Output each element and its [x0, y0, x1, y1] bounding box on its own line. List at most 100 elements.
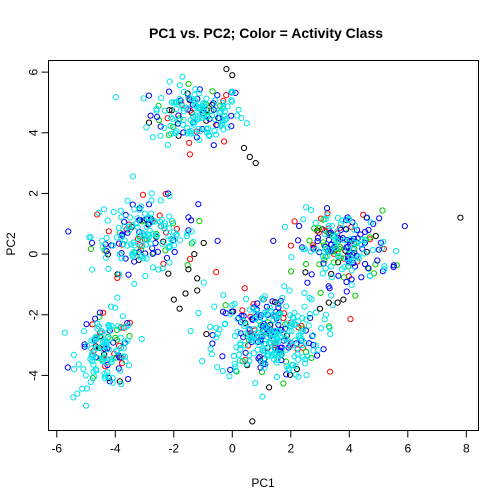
data-point-class-cyan	[261, 365, 268, 372]
data-point-class-blue	[309, 333, 316, 340]
data-point-class-cyan	[312, 219, 319, 226]
data-point-class-blue	[83, 321, 90, 328]
data-point-class-green	[184, 262, 191, 269]
data-point-class-cyan	[260, 311, 267, 318]
data-point-class-cyan	[115, 224, 122, 231]
data-point-class-blue	[320, 260, 327, 267]
data-point-class-cyan	[158, 95, 165, 102]
data-point-class-blue	[362, 228, 369, 235]
data-point-class-red	[186, 151, 193, 158]
data-point-class-cyan	[328, 274, 335, 281]
data-point-class-cyan	[288, 254, 295, 261]
data-point-class-blue	[92, 315, 99, 322]
data-point-class-blue	[214, 237, 221, 244]
points-layer	[61, 66, 464, 425]
data-point-class-blue	[237, 330, 244, 337]
x-tick-label: -4	[110, 442, 121, 456]
data-point-class-cyan	[190, 238, 197, 245]
data-point-class-cyan	[135, 233, 142, 240]
data-point-class-black	[240, 144, 248, 152]
data-point-class-blue	[308, 271, 315, 278]
data-point-class-cyan	[87, 355, 94, 363]
data-point-class-cyan	[255, 333, 262, 340]
data-point-class-blue	[376, 215, 383, 222]
data-point-class-cyan	[117, 344, 125, 351]
data-point-class-cyan	[105, 329, 112, 336]
data-point-class-cyan	[361, 250, 368, 257]
data-point-class-cyan	[231, 332, 239, 340]
data-point-class-blue	[269, 298, 276, 305]
data-point-class-cyan	[223, 115, 230, 123]
y-tick-label: 2	[27, 190, 41, 197]
data-point-class-blue	[283, 371, 290, 378]
data-point-class-cyan	[332, 244, 339, 252]
data-point-class-black	[372, 232, 379, 240]
data-point-class-black	[191, 251, 198, 258]
data-point-class-cyan	[319, 270, 326, 277]
data-point-class-cyan	[278, 351, 285, 358]
data-point-class-cyan	[157, 197, 164, 204]
data-point-class-cyan	[149, 134, 156, 141]
data-point-class-cyan	[266, 304, 273, 311]
data-point-class-cyan	[297, 335, 304, 342]
data-point-class-cyan	[180, 108, 187, 115]
data-point-class-cyan	[350, 239, 357, 246]
data-point-class-cyan	[288, 328, 295, 335]
data-point-class-cyan	[61, 329, 68, 336]
data-point-class-cyan	[166, 213, 173, 220]
data-point-class-red	[105, 228, 112, 235]
data-point-class-cyan	[155, 266, 162, 273]
data-point-class-cyan	[216, 326, 223, 333]
data-point-class-cyan	[116, 367, 124, 374]
data-point-class-cyan	[227, 311, 234, 318]
data-point-class-cyan	[289, 320, 296, 328]
data-point-class-cyan	[212, 104, 219, 111]
data-point-class-cyan	[189, 113, 197, 120]
data-point-class-cyan	[231, 300, 238, 307]
data-point-class-red	[250, 301, 257, 308]
data-point-class-red	[221, 138, 228, 145]
data-point-class-green	[336, 243, 344, 250]
data-point-class-cyan	[277, 310, 284, 317]
data-point-class-blue	[188, 217, 195, 224]
data-point-class-cyan	[122, 324, 130, 331]
data-point-class-red	[139, 191, 147, 198]
data-point-class-cyan	[303, 316, 310, 323]
data-point-class-cyan	[149, 264, 156, 271]
plot-frame	[48, 60, 479, 431]
data-point-class-green	[280, 380, 287, 387]
data-point-class-cyan	[243, 295, 250, 303]
data-point-class-green	[321, 242, 328, 249]
data-point-class-blue	[122, 255, 129, 262]
data-point-class-green	[87, 245, 95, 252]
data-point-class-blue	[351, 263, 359, 270]
data-point-class-cyan	[250, 305, 257, 312]
data-point-class-cyan	[112, 304, 119, 311]
data-point-class-cyan	[224, 124, 231, 131]
data-point-class-cyan	[140, 95, 147, 102]
data-point-class-blue	[121, 218, 128, 226]
data-point-class-cyan	[345, 246, 352, 253]
data-point-class-cyan	[169, 115, 176, 123]
data-point-class-cyan	[239, 317, 246, 324]
data-point-class-red	[310, 242, 317, 249]
data-point-class-cyan	[213, 324, 220, 331]
data-point-class-cyan	[93, 367, 100, 374]
data-point-class-blue	[266, 321, 274, 328]
data-point-class-cyan	[175, 117, 182, 124]
data-point-class-black	[328, 270, 335, 278]
data-point-class-cyan	[318, 325, 325, 332]
data-point-class-cyan	[256, 318, 263, 325]
data-point-class-blue	[147, 112, 154, 119]
data-point-class-blue	[365, 264, 372, 272]
data-point-class-cyan	[241, 323, 248, 330]
data-point-class-cyan	[142, 236, 149, 243]
data-point-class-blue	[263, 303, 270, 310]
data-point-class-cyan	[140, 230, 147, 237]
data-point-class-black	[316, 305, 324, 312]
data-point-class-cyan	[122, 353, 129, 360]
data-point-class-blue	[314, 352, 321, 359]
data-point-class-cyan	[172, 105, 179, 113]
data-point-class-blue	[343, 278, 350, 286]
data-point-class-cyan	[105, 346, 112, 353]
